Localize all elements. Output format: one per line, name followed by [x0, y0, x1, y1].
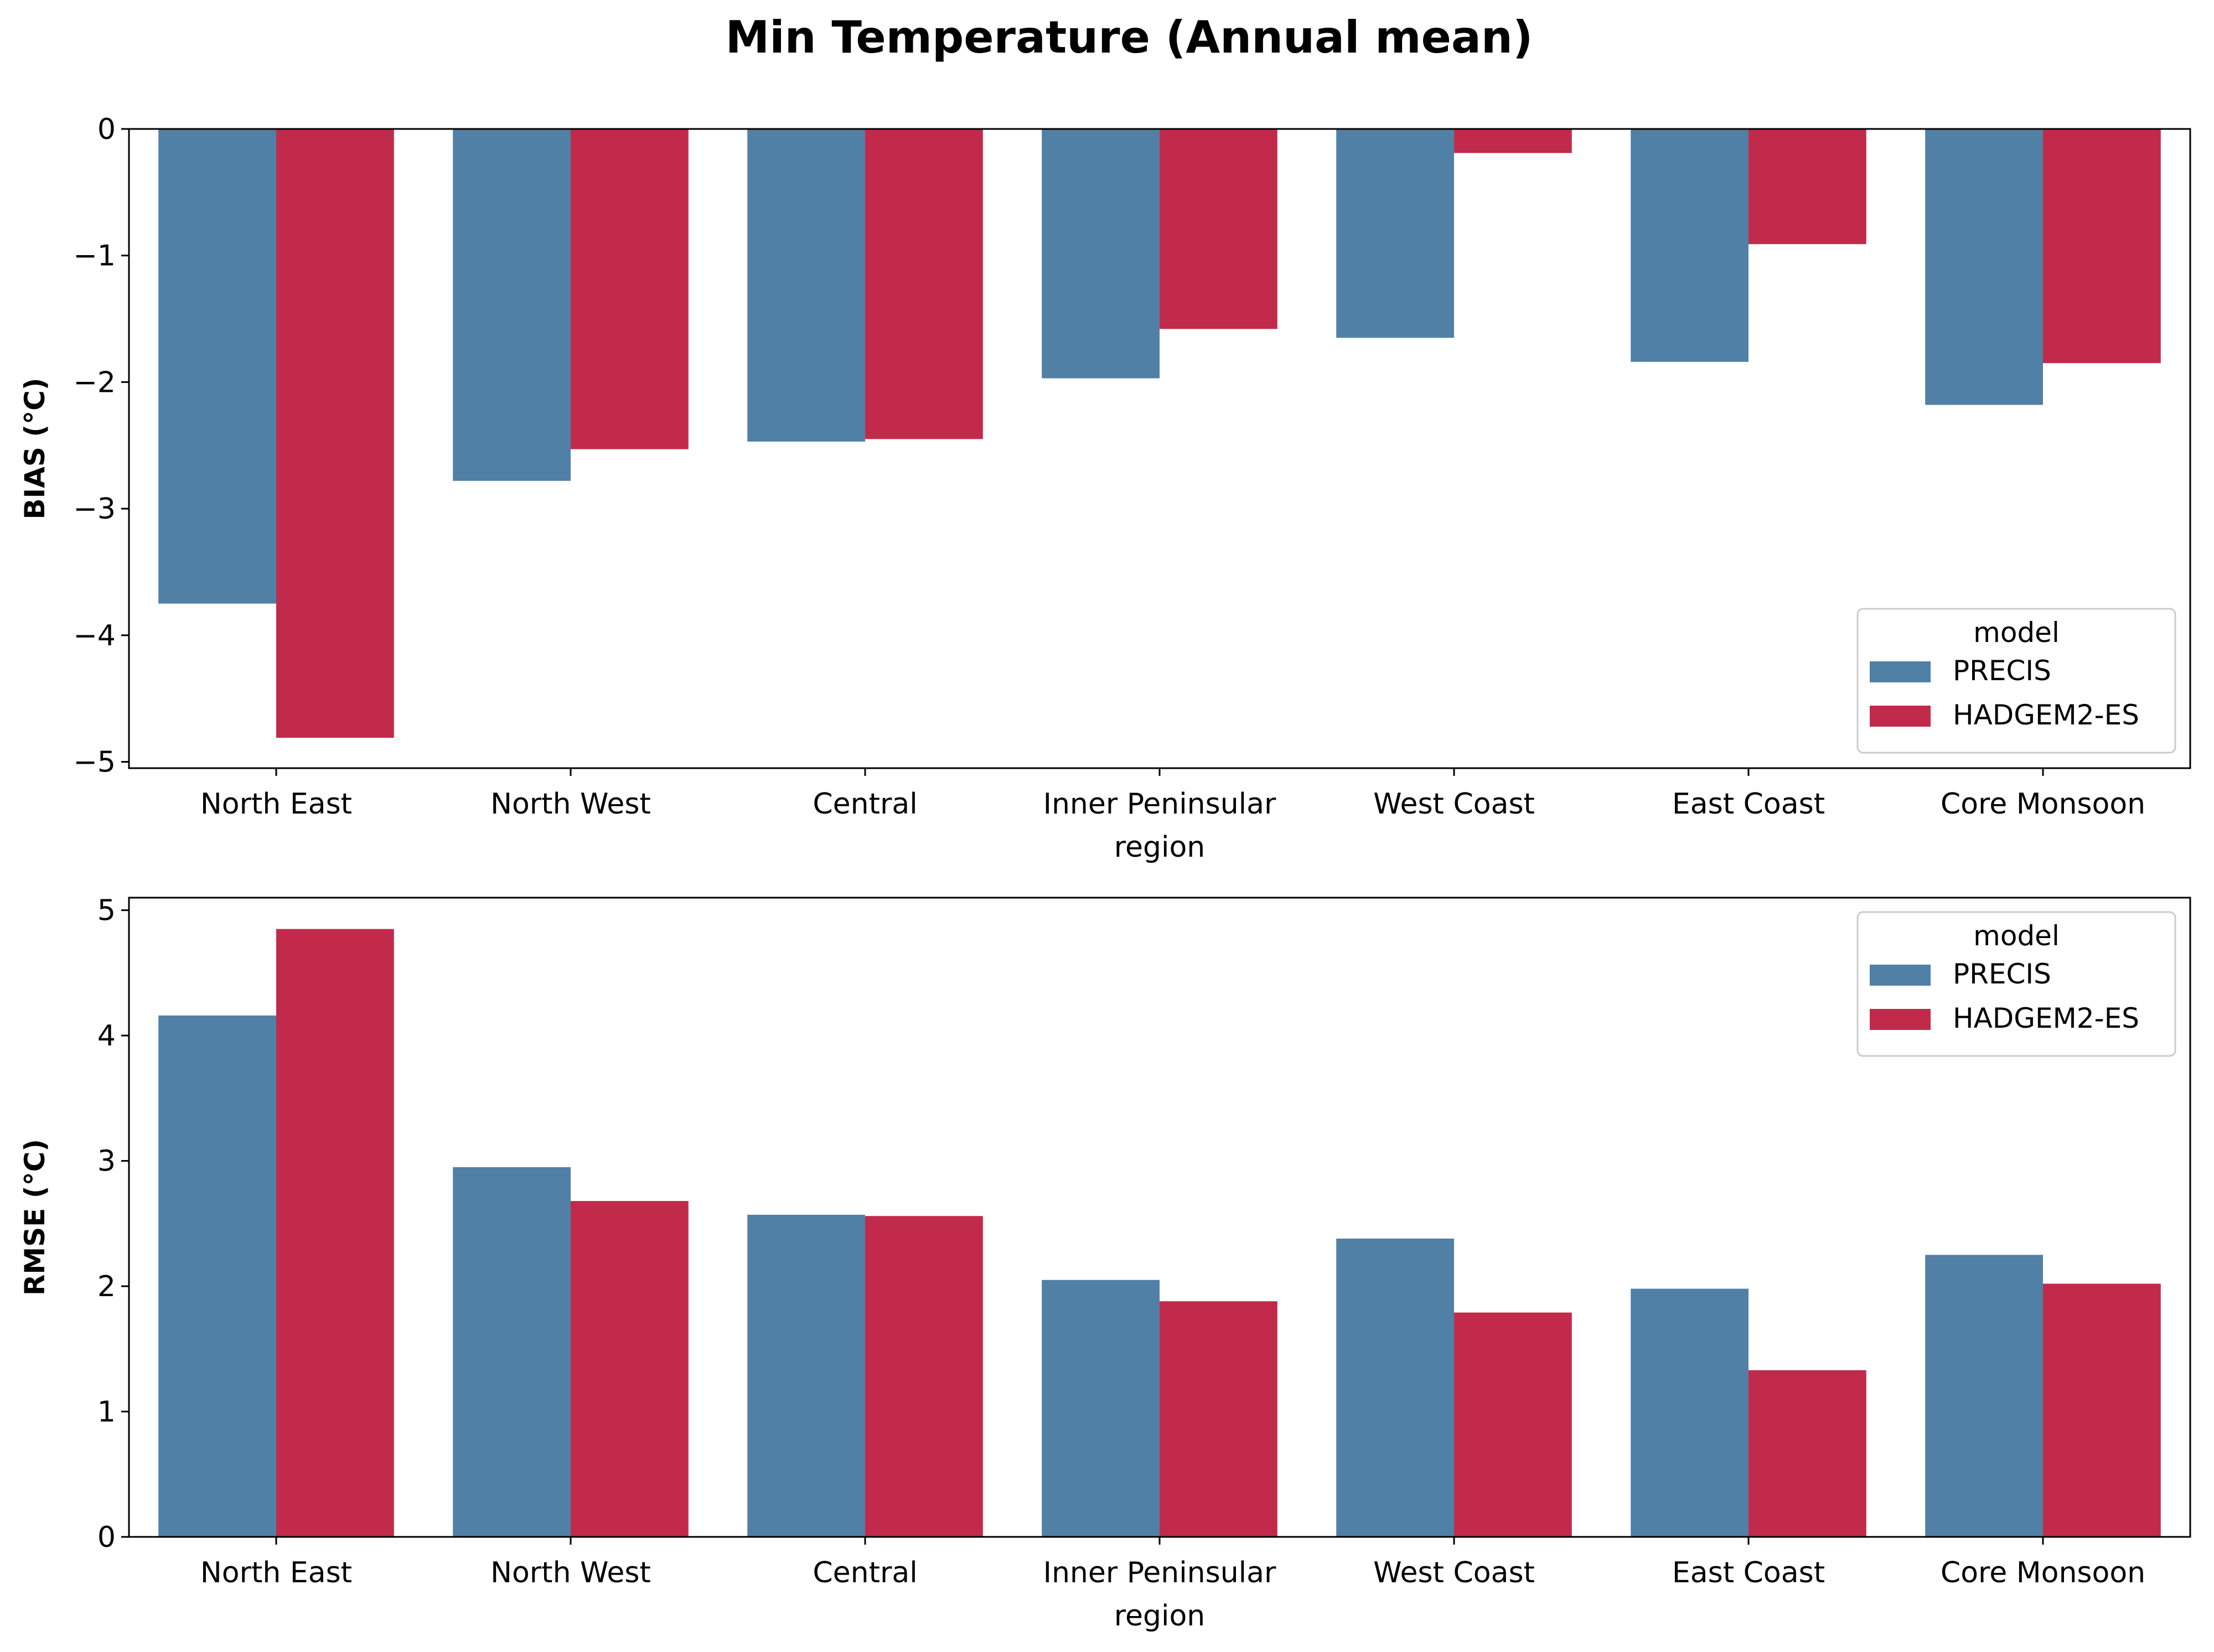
- bar-precis-north-east: [158, 129, 276, 604]
- x-tick-label: North West: [490, 1556, 651, 1589]
- bar-hadgem2-es-core-monsoon: [2043, 129, 2161, 364]
- y-tick-label: −2: [73, 366, 116, 399]
- bar-precis-east-coast: [1631, 1288, 1749, 1537]
- x-tick-label: Inner Peninsular: [1043, 1556, 1276, 1589]
- y-tick-label: −5: [73, 746, 116, 779]
- bar-precis-east-coast: [1631, 129, 1749, 362]
- legend-swatch: [1870, 965, 1931, 986]
- bar-precis-core-monsoon: [1925, 1255, 2043, 1537]
- x-tick-label: Central: [813, 788, 917, 821]
- bar-hadgem2-es-west-coast: [1454, 1312, 1572, 1537]
- x-tick-label: Central: [813, 1556, 917, 1589]
- y-tick-label: 0: [97, 1521, 116, 1554]
- y-tick-label: 4: [97, 1019, 116, 1053]
- y-tick-label: 5: [97, 894, 116, 928]
- y-tick-label: 0: [97, 113, 116, 146]
- legend-label: HADGEM2-ES: [1953, 1002, 2139, 1034]
- legend-box: [1856, 608, 2176, 754]
- x-tick-label: East Coast: [1672, 1556, 1825, 1589]
- legend-label: PRECIS: [1953, 655, 2051, 687]
- y-tick-label: 3: [97, 1145, 116, 1178]
- bar-hadgem2-es-north-west: [571, 1201, 689, 1537]
- legend-box: [1856, 911, 2176, 1057]
- y-tick-label: −4: [73, 619, 116, 652]
- y-tick-label: −3: [73, 493, 116, 526]
- x-tick-label: Core Monsoon: [1941, 1556, 2145, 1589]
- bar-hadgem2-es-north-east: [276, 129, 394, 738]
- y-tick-label: 1: [97, 1396, 116, 1429]
- legend: model PRECIS HADGEM2-ES: [1856, 608, 2176, 754]
- bar-precis-north-east: [158, 1015, 276, 1537]
- rmse-panel: 0 1 2 3 4 5 North East North West Central Inner P…: [19, 894, 2191, 1633]
- bar-precis-central: [747, 1214, 865, 1537]
- legend-swatch: [1870, 1009, 1931, 1030]
- y-tick-label: −1: [73, 240, 116, 273]
- bar-precis-core-monsoon: [1925, 129, 2043, 405]
- legend-swatch: [1870, 706, 1931, 727]
- x-tick-label: East Coast: [1672, 788, 1825, 821]
- x-axis-label: region: [1114, 1599, 1205, 1633]
- bar-hadgem2-es-west-coast: [1454, 129, 1572, 153]
- bar-precis-north-west: [453, 1167, 571, 1537]
- x-axis-label: region: [1114, 831, 1205, 864]
- bar-hadgem2-es-core-monsoon: [2043, 1283, 2161, 1537]
- bar-hadgem2-es-central: [865, 1216, 983, 1537]
- bar-precis-north-west: [453, 129, 571, 481]
- bias-panel: 0 −1 −2 −3 −4 −5 North East North West Central In…: [19, 113, 2191, 864]
- x-tick-label: North East: [200, 1556, 352, 1589]
- x-tick-label: North East: [200, 788, 352, 821]
- x-tick-label: West Coast: [1373, 1556, 1535, 1589]
- legend-title: model: [1973, 617, 2060, 649]
- y-tick-label: 2: [97, 1270, 116, 1303]
- bar-hadgem2-es-north-west: [571, 129, 689, 449]
- legend-swatch: [1870, 661, 1931, 682]
- bar-precis-inner-peninsular: [1042, 1280, 1160, 1537]
- bar-hadgem2-es-east-coast: [1749, 1370, 1866, 1537]
- bar-precis-west-coast: [1336, 129, 1454, 338]
- x-tick-label: West Coast: [1373, 788, 1535, 821]
- legend: model PRECIS HADGEM2-ES: [1856, 911, 2176, 1057]
- bar-precis-west-coast: [1336, 1239, 1454, 1537]
- bar-hadgem2-es-east-coast: [1749, 129, 1866, 245]
- legend-label: PRECIS: [1953, 958, 2051, 990]
- y-axis-label: RMSE (°C): [19, 1139, 51, 1296]
- x-tick-label: North West: [490, 788, 651, 821]
- bar-hadgem2-es-central: [865, 129, 983, 439]
- bar-hadgem2-es-north-east: [276, 929, 394, 1537]
- chart-title: Min Temperature (Annual mean): [726, 12, 1533, 63]
- x-tick-label: Inner Peninsular: [1043, 788, 1276, 821]
- bar-precis-central: [747, 129, 865, 442]
- bar-hadgem2-es-inner-peninsular: [1160, 1301, 1277, 1537]
- legend-title: model: [1973, 920, 2060, 952]
- legend-label: HADGEM2-ES: [1953, 699, 2139, 731]
- bar-hadgem2-es-inner-peninsular: [1160, 129, 1277, 329]
- bar-precis-inner-peninsular: [1042, 129, 1160, 379]
- x-tick-label: Core Monsoon: [1941, 788, 2145, 821]
- y-axis-label: BIAS (°C): [19, 377, 51, 519]
